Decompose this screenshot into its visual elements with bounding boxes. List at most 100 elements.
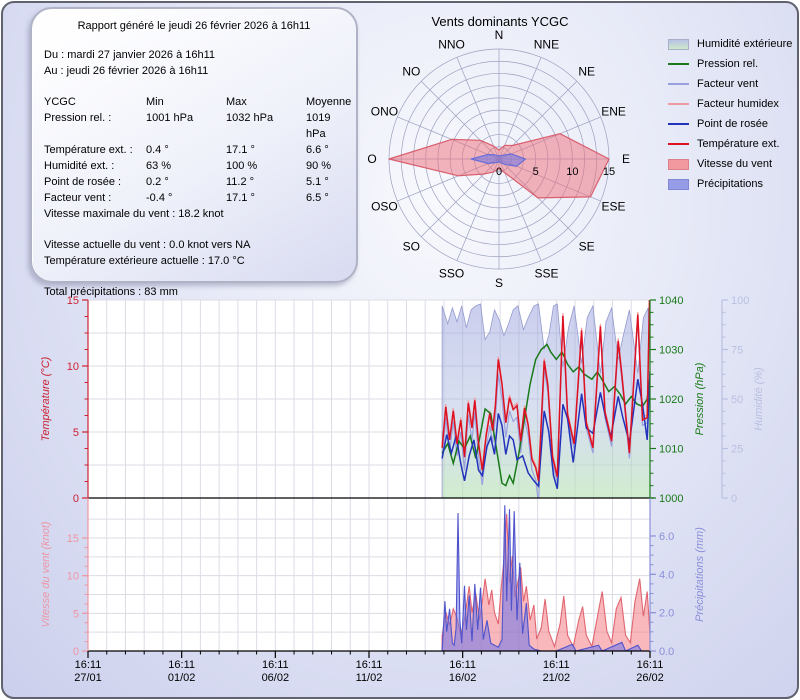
total-precip-line: Total précipitations : 83 mm [44, 286, 178, 298]
axis-title: Humidité (%) [753, 367, 765, 431]
humidit-axis: 0 25 50 75 100 [721, 295, 749, 505]
wind-rose-title: Vents dominants YCGC [431, 14, 569, 29]
axis-tick-label: 0 [731, 493, 737, 505]
legend-item-wind-speed: Vitesse du vent [668, 158, 792, 170]
legend-item-dew-point: Point de rosée [668, 118, 792, 130]
vitesse-du-vent-knot-axis: 0 5 10 15 [67, 498, 89, 658]
report-title: Rapport généré le jeudi 26 février 2026 … [77, 20, 311, 32]
compass-label: ENE [601, 105, 626, 119]
rose-radial-tick-label: 10 [566, 166, 578, 178]
x-tick-time-label: 16:11 [168, 659, 195, 671]
x-tick-date-label: 21/02 [543, 672, 571, 684]
compass-label: SO [403, 240, 420, 254]
rose-series-1 [470, 153, 526, 167]
current-wind-line: Vitesse actuelle du vent : 0.0 knot vers… [44, 239, 251, 251]
dew-point-line-swatch [668, 123, 689, 125]
compass-label: SSE [534, 267, 558, 281]
pressure-line-swatch [668, 63, 689, 65]
x-tick-date-label: 11/02 [356, 672, 383, 684]
temperature-line-swatch [668, 143, 689, 145]
axis-tick-label: 25 [731, 444, 743, 456]
table-header-avg: Moyenne [306, 96, 352, 108]
wind-factor-line [441, 300, 650, 498]
table-cell: 1001 hPa [146, 112, 194, 124]
axis-tick-label: 50 [731, 394, 743, 406]
axis-tick-label: 10 [67, 361, 79, 373]
legend-item-precipitation: Précipitations [668, 178, 792, 190]
table-cell: 5.1 ° [306, 176, 329, 188]
x-tick-time-label: 16:11 [356, 659, 383, 671]
compass-label: OSO [371, 199, 398, 213]
axis-tick-label: 1000 [659, 493, 683, 505]
rose-radial-tick-label: 15 [603, 166, 615, 178]
bottom-chart-series [441, 505, 650, 651]
axis-tick-label: 15 [67, 533, 79, 545]
table-row-label: Facteur vent : [44, 192, 112, 204]
gridlines [88, 299, 650, 651]
rose-radial-tick-label: 5 [533, 166, 539, 178]
compass-label: S [495, 276, 503, 288]
table-row-label: Humidité ext. : [44, 160, 115, 172]
table-cell: 11.2 ° [226, 176, 255, 188]
axis-tick-label: 2.0 [659, 608, 674, 620]
table-cell: 6.6 ° [306, 144, 329, 156]
report-table: YCGC Min Max Moyenne Pression rel. : 100… [44, 94, 351, 206]
humidex-line-swatch [668, 103, 689, 105]
axis-tick-label: 5 [73, 608, 79, 620]
precipitation-area [441, 505, 650, 651]
legend-item-humidity: Humidité extérieure [668, 38, 792, 50]
wind-speed-area [441, 513, 650, 651]
axis-title: Pression (hPa) [694, 362, 706, 435]
wind-rose-chart: N NNE NE ENE E ESE SE SSE S SSO SO OSO O ONO NO NNO 0 5 10… [367, 28, 630, 288]
chart-legend: Humidité extérieure Pression rel. Facteu… [668, 38, 792, 190]
compass-label: E [622, 152, 630, 166]
table-row-label: Pression rel. : [44, 112, 112, 124]
compass-label: NE [578, 64, 595, 78]
humidity-area-swatch [668, 38, 689, 50]
rose-radial-tick-label: 0 [496, 166, 502, 178]
axis-title: Précipitations (mm) [694, 527, 706, 622]
max-wind-line: Vitesse maximale du vent : 18.2 knot [44, 208, 224, 220]
wind-speed-area-swatch [668, 158, 689, 170]
legend-item-pressure: Pression rel. [668, 58, 792, 70]
compass-label: NNE [534, 37, 559, 51]
axis-tick-label: 4.0 [659, 569, 674, 581]
report-panel: Rapport généré le jeudi 26 février 2026 … [30, 7, 358, 298]
compass-label: ESE [602, 199, 626, 213]
x-tick-date-label: 16/02 [449, 672, 477, 684]
table-cell: 6.5 ° [306, 192, 329, 204]
table-cell: 1032 hPa [226, 112, 274, 124]
compass-label: ONO [371, 105, 398, 119]
table-cell: 0.4 ° [146, 144, 169, 156]
axis-tick-label: 0 [73, 646, 79, 658]
table-cell: 0.2 ° [146, 176, 169, 188]
report-period-to: Au : jeudi 26 février 2026 à 16h11 [44, 65, 209, 77]
legend-item-wind-factor: Facteur vent [668, 78, 792, 90]
x-tick-date-label: 27/01 [74, 672, 102, 684]
axis-title: Vitesse du vent (knot) [40, 521, 52, 628]
table-cell: 100 % [226, 160, 258, 172]
table-cell: 1019 hPa [306, 112, 331, 140]
axis-tick-label: 0.0 [659, 646, 674, 658]
x-tick-date-label: 26/02 [636, 672, 664, 684]
axis-title: Température (°C) [40, 356, 52, 441]
axis-tick-label: 6.0 [659, 531, 674, 543]
x-axis: 16:1127/0116:1101/0216:1106/0216:1111/02… [74, 651, 664, 684]
compass-label: N [495, 28, 504, 42]
timeseries-charts: 0510151000101010201030104002550751000510… [40, 295, 765, 684]
compass-label: SSO [439, 267, 464, 281]
axis-tick-label: 5 [73, 427, 79, 439]
legend-item-humidex: Facteur humidex [668, 98, 792, 110]
x-tick-date-label: 01/02 [168, 672, 196, 684]
compass-label: NO [402, 64, 420, 78]
compass-label: O [367, 152, 376, 166]
x-tick-time-label: 16:11 [262, 659, 289, 671]
axis-tick-label: 1040 [659, 295, 683, 307]
wind-factor-line-swatch [668, 83, 689, 85]
table-header-station: YCGC [44, 96, 76, 108]
axis-tick-label: 10 [67, 571, 79, 583]
axis-tick-label: 75 [731, 345, 743, 357]
temperature-line [441, 300, 650, 481]
rose-series-0 [388, 133, 610, 199]
table-cell: -0.4 ° [146, 192, 173, 204]
